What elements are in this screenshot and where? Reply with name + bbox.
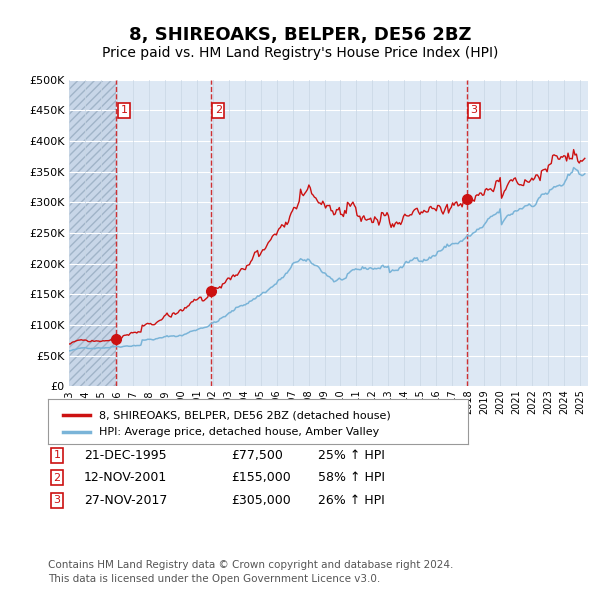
- Text: 25% ↑ HPI: 25% ↑ HPI: [318, 449, 385, 462]
- Text: £305,000: £305,000: [231, 494, 291, 507]
- Text: 12-NOV-2001: 12-NOV-2001: [84, 471, 167, 484]
- Text: 2: 2: [53, 473, 61, 483]
- Text: Contains HM Land Registry data © Crown copyright and database right 2024.
This d: Contains HM Land Registry data © Crown c…: [48, 560, 454, 584]
- Text: 1: 1: [53, 451, 61, 460]
- Text: 26% ↑ HPI: 26% ↑ HPI: [318, 494, 385, 507]
- Text: 3: 3: [53, 496, 61, 505]
- Text: Price paid vs. HM Land Registry's House Price Index (HPI): Price paid vs. HM Land Registry's House …: [102, 46, 498, 60]
- Text: 8, SHIREOAKS, BELPER, DE56 2BZ (detached house): 8, SHIREOAKS, BELPER, DE56 2BZ (detached…: [99, 411, 391, 420]
- Text: 27-NOV-2017: 27-NOV-2017: [84, 494, 167, 507]
- Bar: [69, 80, 116, 386]
- Text: 3: 3: [470, 106, 478, 115]
- Text: 8, SHIREOAKS, BELPER, DE56 2BZ: 8, SHIREOAKS, BELPER, DE56 2BZ: [129, 27, 471, 44]
- Text: £77,500: £77,500: [231, 449, 283, 462]
- Text: 2: 2: [215, 106, 222, 115]
- Text: 1: 1: [121, 106, 127, 115]
- Text: £155,000: £155,000: [231, 471, 291, 484]
- Text: 21-DEC-1995: 21-DEC-1995: [84, 449, 167, 462]
- Text: HPI: Average price, detached house, Amber Valley: HPI: Average price, detached house, Ambe…: [99, 427, 379, 437]
- Text: 58% ↑ HPI: 58% ↑ HPI: [318, 471, 385, 484]
